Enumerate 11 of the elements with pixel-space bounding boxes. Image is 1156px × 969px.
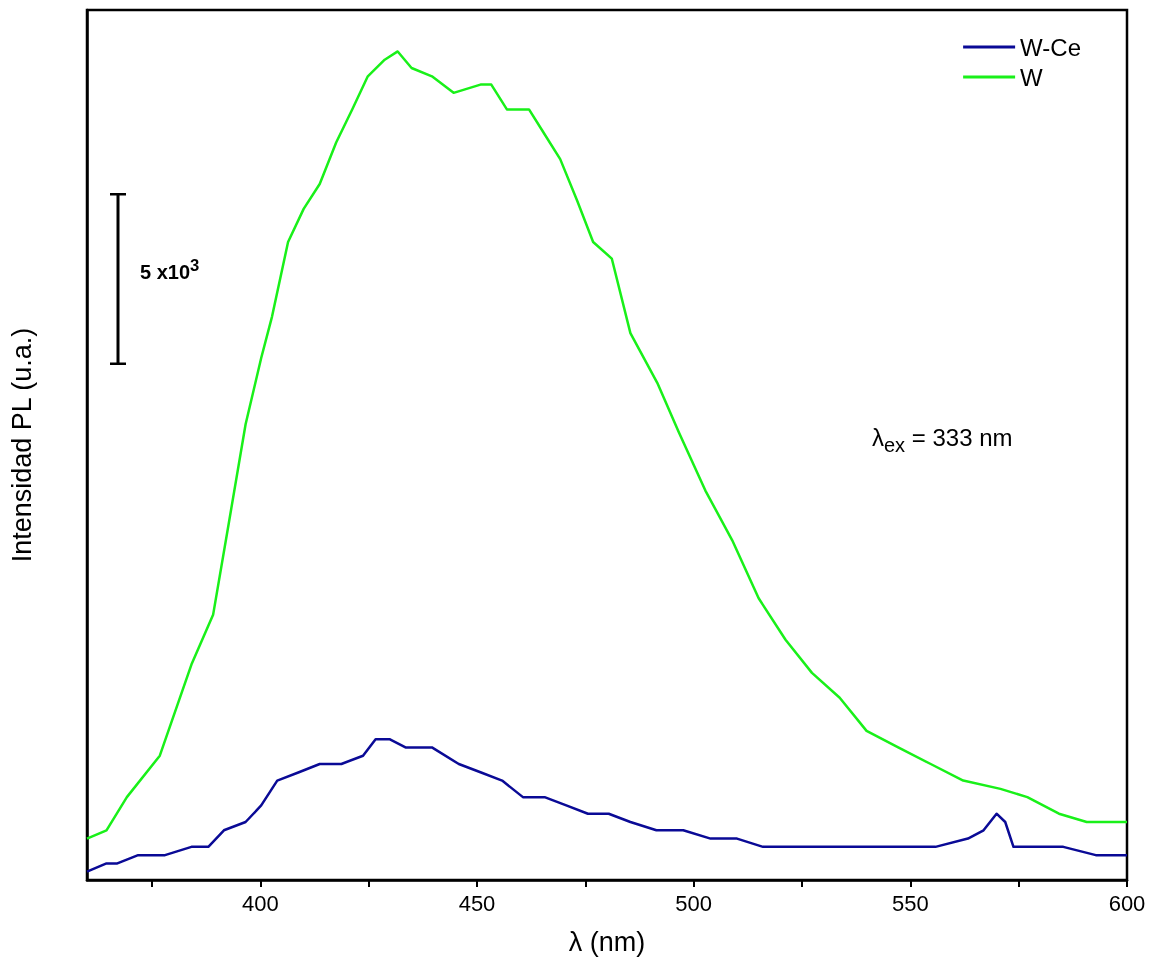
x-tick-label: 450 — [458, 890, 496, 916]
x-tick-label: 550 — [891, 890, 929, 916]
x-tick-label: 500 — [675, 890, 713, 916]
legend-label: W-Ce — [1020, 33, 1081, 61]
annotation: 5 x10$^{3}$ — [140, 256, 200, 284]
x-axis-title: λ (nm) — [568, 926, 646, 957]
legend-label: W — [1020, 63, 1044, 91]
annotation: λ$_{ex}$ = 333 nm — [872, 424, 1013, 457]
x-tick-label: 600 — [1108, 890, 1146, 916]
y-axis-title: Intensidad PL (u.a.) — [6, 327, 37, 563]
x-tick-label: 400 — [241, 890, 279, 916]
